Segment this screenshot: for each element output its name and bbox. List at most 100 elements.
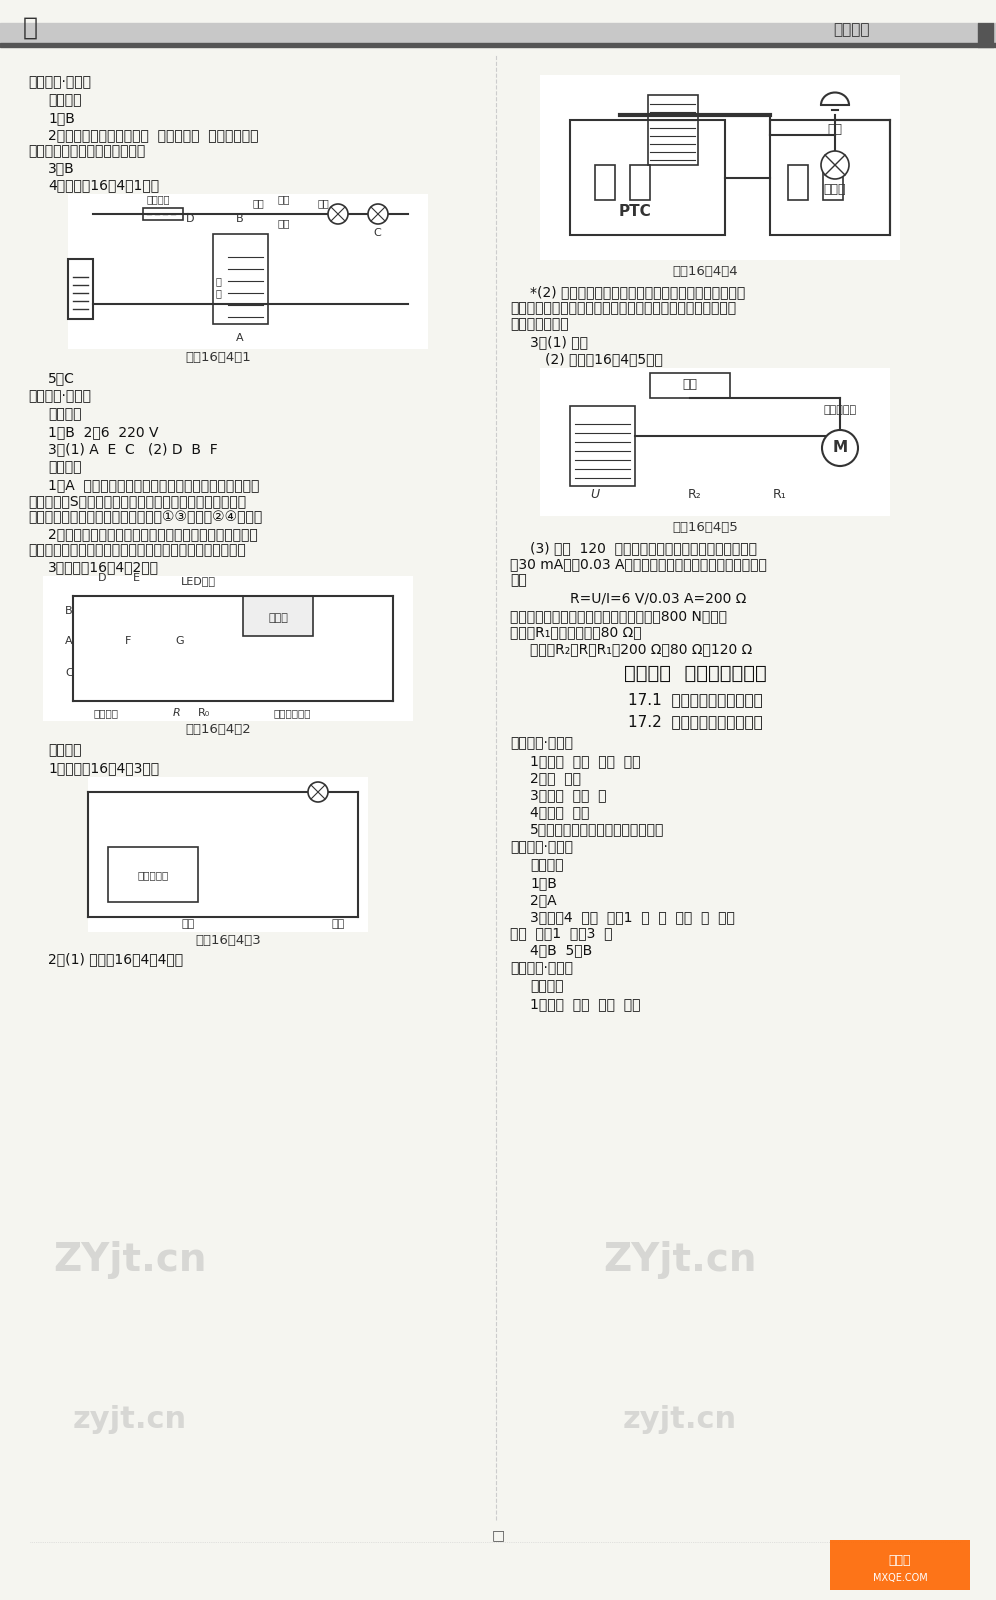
Text: 弹
簧: 弹 簧 xyxy=(216,277,222,298)
Text: R: R xyxy=(173,707,180,718)
Text: 敏电阻R₁对应的阻值为80 Ω．: 敏电阻R₁对应的阻值为80 Ω． xyxy=(510,626,641,638)
Text: M: M xyxy=(833,440,848,456)
Bar xyxy=(0,43,996,46)
Bar xyxy=(770,120,890,235)
Bar xyxy=(980,22,981,46)
Bar xyxy=(43,576,413,722)
Text: 3．(1) A  E  C   (2) D  B  F: 3．(1) A E C (2) D B F xyxy=(48,442,218,456)
Text: B: B xyxy=(236,214,244,224)
Text: 合作探究·新课堂: 合作探究·新课堂 xyxy=(28,75,91,90)
Bar xyxy=(243,595,313,635)
Text: 火线: 火线 xyxy=(278,218,291,227)
Text: 要合理就给分）: 要合理就给分） xyxy=(510,317,569,331)
Text: 平衡  半环1  电刷3  下: 平衡 半环1 电刷3 下 xyxy=(510,926,613,939)
Text: 4．B  5．B: 4．B 5．B xyxy=(530,942,593,957)
Text: 巩固提高·新空间: 巩固提高·新空间 xyxy=(510,962,573,974)
Text: A: A xyxy=(65,635,73,646)
Bar xyxy=(108,846,198,902)
Text: 尝试提高: 尝试提高 xyxy=(48,742,82,757)
Bar xyxy=(68,259,93,318)
Circle shape xyxy=(821,150,849,179)
Text: 电源: 电源 xyxy=(332,918,345,930)
Text: □: □ xyxy=(491,1528,505,1542)
Text: 1．转子  定子  线圈  磁体: 1．转子 定子 线圈 磁体 xyxy=(530,754,640,768)
Bar xyxy=(213,234,268,323)
Text: 零线: 零线 xyxy=(278,194,291,203)
Bar xyxy=(0,22,996,45)
Bar xyxy=(992,22,993,46)
Text: B: B xyxy=(65,606,73,616)
Text: 2．(1) 如答图16－4－4所示: 2．(1) 如答图16－4－4所示 xyxy=(48,952,183,966)
Text: E: E xyxy=(133,573,140,582)
Text: R₂: R₂ xyxy=(688,488,702,501)
Text: 答图16－4－3: 答图16－4－3 xyxy=(195,934,261,947)
Text: 17.2  探究电动机转动的原理: 17.2 探究电动机转动的原理 xyxy=(627,714,762,730)
Text: PTC: PTC xyxy=(619,205,651,219)
Text: 光敏电阻: 光敏电阻 xyxy=(93,707,118,718)
Bar xyxy=(986,22,987,46)
Text: 指示灯: 指示灯 xyxy=(824,182,847,195)
Text: 课时达标: 课时达标 xyxy=(530,979,564,994)
Text: C: C xyxy=(65,669,73,678)
Text: 弱，可能造成误动作；控制电路部分始终耗电．（其他答案只: 弱，可能造成误动作；控制电路部分始终耗电．（其他答案只 xyxy=(510,301,736,315)
Text: 1．B  2．6  220 V: 1．B 2．6 220 V xyxy=(48,426,158,438)
Text: 🌿: 🌿 xyxy=(23,16,38,40)
Bar xyxy=(648,94,698,165)
Text: 衔铁: 衔铁 xyxy=(253,198,265,208)
Bar xyxy=(990,22,991,46)
Text: 为30 mA（即0.03 A）时，衔铁被吸下．此时电路中的总电: 为30 mA（即0.03 A）时，衔铁被吸下．此时电路中的总电 xyxy=(510,557,767,571)
Text: 第十七章  电动机与发电机: 第十七章 电动机与发电机 xyxy=(623,664,766,683)
Text: 光敏电阻: 光敏电阻 xyxy=(146,194,169,203)
Text: 货物装载机: 货物装载机 xyxy=(824,405,857,414)
Text: 管家婆: 管家婆 xyxy=(888,1554,911,1566)
Text: 4．平衡  方向: 4．平衡 方向 xyxy=(530,805,590,819)
Text: 1．B: 1．B xyxy=(530,877,557,890)
Text: G: G xyxy=(175,635,183,646)
Bar xyxy=(984,22,985,46)
Bar xyxy=(830,1539,970,1590)
Circle shape xyxy=(308,782,328,802)
Text: 课堂练习: 课堂练习 xyxy=(48,93,82,107)
Text: D: D xyxy=(98,573,107,582)
Text: 影响的，因此应该为并联关系，所以①③正确，②④错误．: 影响的，因此应该为并联关系，所以①③正确，②④错误． xyxy=(28,510,262,525)
Text: 电源: 电源 xyxy=(682,379,697,392)
Bar xyxy=(570,406,635,486)
Bar xyxy=(68,194,428,349)
Text: 合作探究·新课堂: 合作探究·新课堂 xyxy=(510,840,573,854)
Text: 3．B: 3．B xyxy=(48,162,75,174)
Circle shape xyxy=(328,203,348,224)
Circle shape xyxy=(822,430,858,466)
Text: MXQE.COM: MXQE.COM xyxy=(872,1573,927,1582)
Text: 警铃: 警铃 xyxy=(828,123,843,136)
Text: 答图16－4－5: 答图16－4－5 xyxy=(672,522,738,534)
Bar xyxy=(540,368,890,515)
Bar xyxy=(650,373,730,398)
Text: A: A xyxy=(236,333,244,342)
Text: 1．A  解析：利用安培定则，闭合开关后，可判断电磁: 1．A 解析：利用安培定则，闭合开关后，可判断电磁 xyxy=(48,478,259,493)
Text: 2．电  机械: 2．电 机械 xyxy=(530,771,581,786)
Text: 5．C: 5．C xyxy=(48,371,75,386)
Text: U: U xyxy=(591,488,600,501)
Text: 答图16－4－2: 答图16－4－2 xyxy=(185,723,251,736)
Text: R₁: R₁ xyxy=(773,488,787,501)
Text: 3．电刷4  线圈  半环1  下  逆  绝缘  无  惯性: 3．电刷4 线圈 半环1 下 逆 绝缘 无 惯性 xyxy=(530,910,735,925)
Text: 路的通断来控制高压电路的通断: 路的通断来控制高压电路的通断 xyxy=(28,144,145,158)
Text: 4．如答图16－4－1所示: 4．如答图16－4－1所示 xyxy=(48,178,159,192)
Text: 答图16－4－1: 答图16－4－1 xyxy=(185,350,251,365)
Bar xyxy=(988,22,989,46)
Bar xyxy=(595,165,615,200)
Text: 5．通电导体在磁场中受到力的作用: 5．通电导体在磁场中受到力的作用 xyxy=(530,822,664,835)
Text: 自主预习·新发现: 自主预习·新发现 xyxy=(510,736,573,750)
Bar xyxy=(788,165,808,200)
Text: 参考答案: 参考答案 xyxy=(834,22,870,37)
Text: R₀: R₀ xyxy=(198,707,210,718)
Text: 蓄电池: 蓄电池 xyxy=(268,613,288,622)
Text: 2．通电导体周围存在磁场  电路的开关  通过对低压电: 2．通电导体周围存在磁场 电路的开关 通过对低压电 xyxy=(48,128,259,142)
Text: 电源: 电源 xyxy=(181,918,194,930)
Text: 能力展示: 能力展示 xyxy=(48,461,82,474)
Circle shape xyxy=(368,203,388,224)
Text: 巩固提高·新空间: 巩固提高·新空间 xyxy=(28,389,91,403)
Text: zyjt.cn: zyjt.cn xyxy=(73,1405,187,1435)
Text: F: F xyxy=(125,635,131,646)
Text: 17.1  关于电动机转动的猜想: 17.1 关于电动机转动的猜想 xyxy=(627,691,762,707)
